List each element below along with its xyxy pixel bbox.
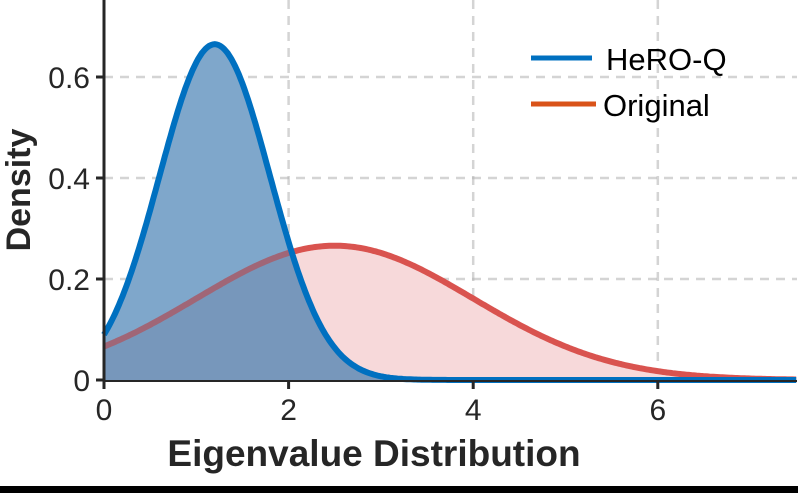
x-axis-label: Eigenvalue Distribution <box>167 433 580 474</box>
tick-labels: 0 0.2 0.4 0.6 0 2 4 6 <box>48 62 666 427</box>
x-tick-label: 4 <box>465 394 482 427</box>
overlap-fill <box>104 245 797 380</box>
blue-overlay <box>104 44 797 380</box>
bottom-border <box>0 486 798 493</box>
y-tick-label: 0.4 <box>48 163 90 196</box>
axes <box>102 0 797 382</box>
legend: HeRO-Q Original <box>531 42 727 123</box>
legend-label-original: Original <box>603 88 710 123</box>
line-original <box>102 242 797 383</box>
x-tick-label: 6 <box>649 394 666 427</box>
legend-swatch-original <box>531 101 596 107</box>
x-tick-label: 2 <box>280 394 297 427</box>
legend-swatch-hero-q <box>531 55 592 61</box>
x-tick-label: 0 <box>96 394 113 427</box>
y-axis-label: Density <box>0 129 38 252</box>
legend-label-hero-q: HeRO-Q <box>606 42 727 77</box>
y-tick-label: 0.2 <box>48 264 90 297</box>
y-tick-label: 0.6 <box>48 62 90 95</box>
area-fills <box>104 44 797 380</box>
y-tick-label: 0 <box>73 365 90 398</box>
